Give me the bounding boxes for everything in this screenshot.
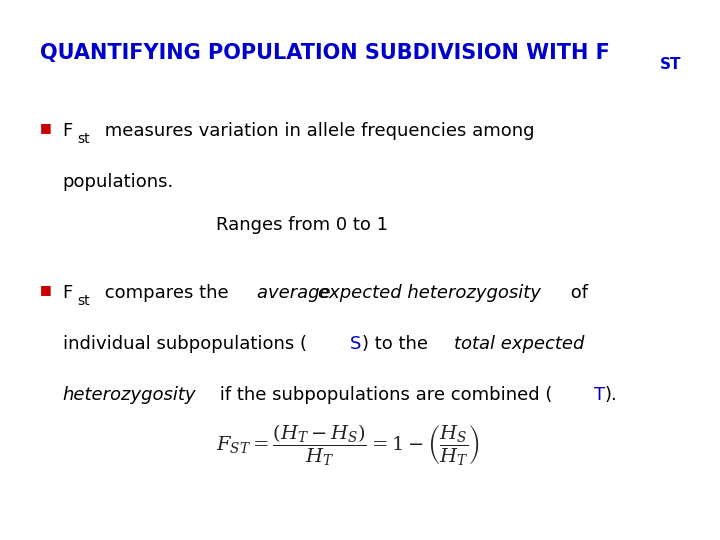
Text: st: st	[77, 132, 90, 146]
Text: ■: ■	[40, 284, 51, 296]
Text: $F_{ST} = \dfrac{(H_T - H_S)}{H_T} = 1 - \left(\dfrac{H_S}{H_T}\right)$: $F_{ST} = \dfrac{(H_T - H_S)}{H_T} = 1 -…	[216, 423, 480, 468]
Text: Ranges from 0 to 1: Ranges from 0 to 1	[216, 216, 388, 234]
Text: S: S	[350, 335, 361, 353]
Text: individual subpopulations (: individual subpopulations (	[63, 335, 307, 353]
Text: ■: ■	[40, 122, 51, 134]
Text: of: of	[565, 284, 588, 301]
Text: QUANTIFYING POPULATION SUBDIVISION WITH F: QUANTIFYING POPULATION SUBDIVISION WITH …	[40, 43, 609, 63]
Text: ).: ).	[605, 386, 618, 404]
Text: populations.: populations.	[63, 173, 174, 191]
Text: total expected: total expected	[454, 335, 585, 353]
Text: ) to the: ) to the	[362, 335, 434, 353]
Text: if the subpopulations are combined (: if the subpopulations are combined (	[214, 386, 552, 404]
Text: compares the: compares the	[99, 284, 234, 301]
Text: measures variation in allele frequencies among: measures variation in allele frequencies…	[99, 122, 534, 139]
Text: F: F	[63, 284, 73, 301]
Text: T: T	[594, 386, 605, 404]
Text: heterozygosity: heterozygosity	[63, 386, 196, 404]
Text: ST: ST	[660, 57, 682, 72]
Text: F: F	[63, 122, 73, 139]
Text: expected heterozygosity: expected heterozygosity	[318, 284, 541, 301]
Text: st: st	[77, 294, 90, 308]
Text: average: average	[257, 284, 336, 301]
